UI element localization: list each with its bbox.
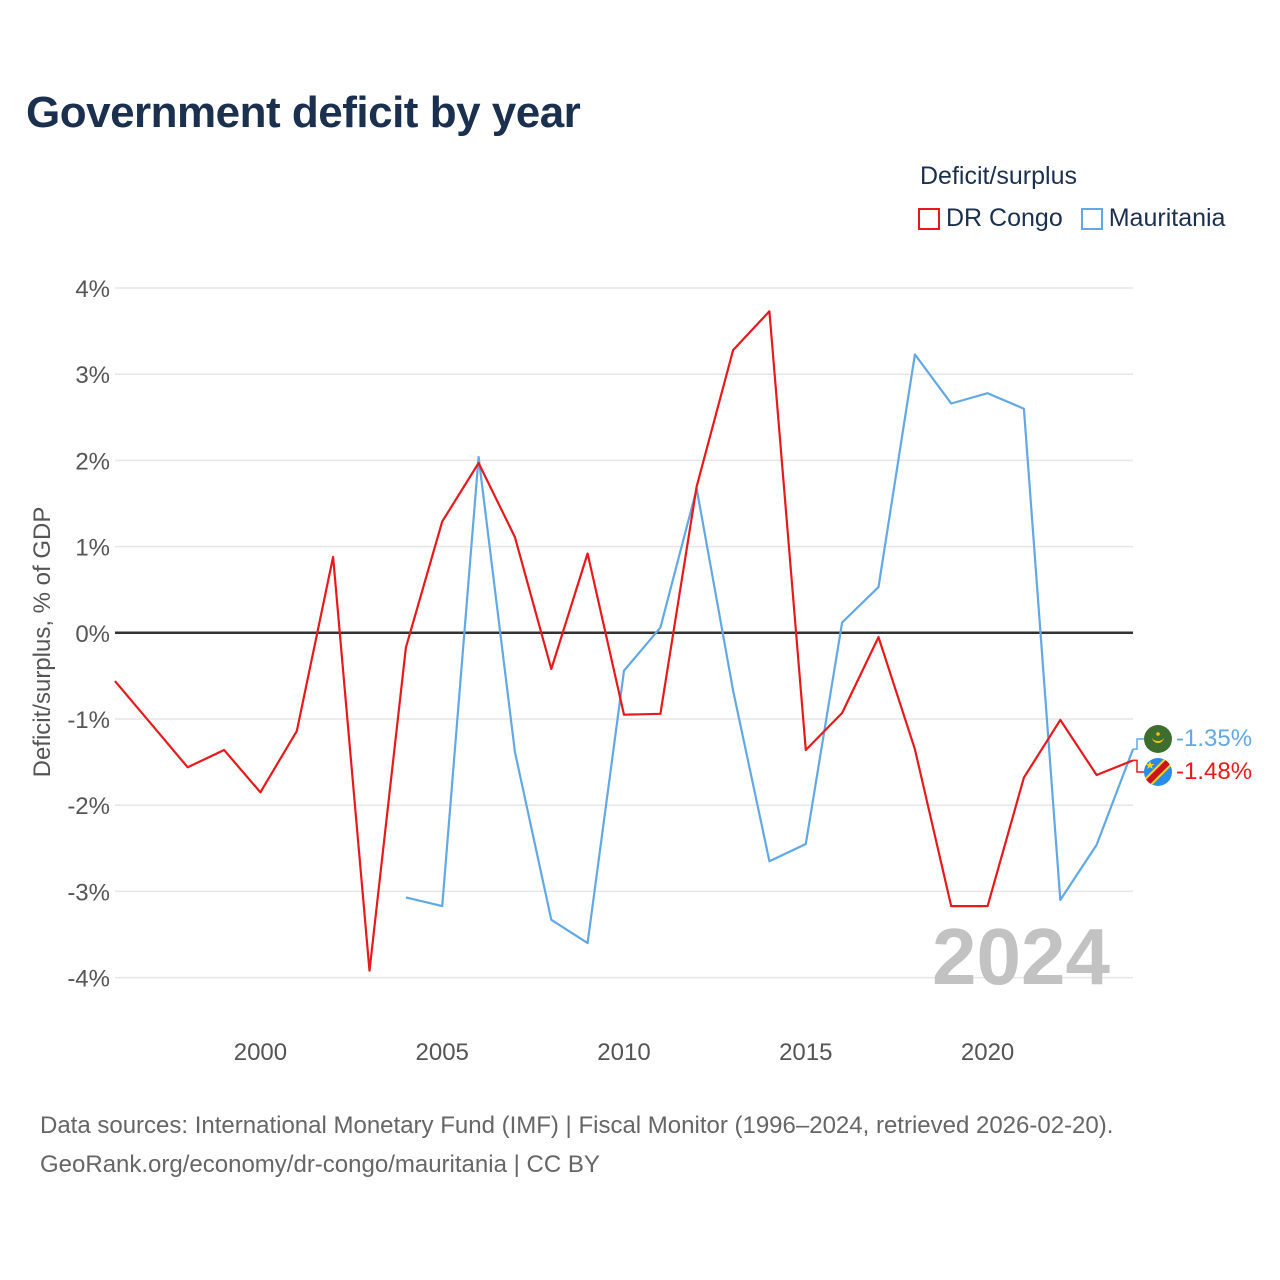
end-label-dr-congo: -1.48%	[1176, 758, 1252, 785]
y-tick-label: 3%	[75, 362, 110, 389]
y-axis-ticks: 4% 3% 2% 1% 0% -1% -2% -3% -4%	[67, 276, 110, 993]
leader-line-dr-congo	[1133, 759, 1144, 773]
y-tick-label: -4%	[67, 966, 110, 993]
line-chart: 4%3%2%1%0%-1%-2%-3%-4% 2000 2005 2010 2015 2…	[29, 276, 1252, 1066]
mauritania-flag-icon	[1144, 725, 1172, 753]
legend-title: Deficit/surplus	[920, 162, 1077, 190]
series-line-dr-congo[interactable]	[114, 310, 1134, 972]
x-axis-ticks: 2000 2005 2010 2015 2020	[234, 1039, 1015, 1066]
grid-lines	[115, 287, 1133, 979]
chart-title: Government deficit by year	[26, 88, 581, 137]
y-tick-label: 1%	[75, 535, 110, 562]
y-tick-label: 0%	[75, 621, 110, 648]
year-watermark: 2024	[932, 912, 1110, 1001]
source-line-2[interactable]: GeoRank.org/economy/dr-congo/mauritania …	[40, 1151, 600, 1178]
legend-item-dr-congo[interactable]: DR Congo	[918, 204, 1063, 233]
y-axis-label: Deficit/surplus, % of GDP	[29, 507, 56, 778]
dr-congo-flag-icon	[1144, 758, 1172, 786]
legend-swatch-mauritania	[1080, 207, 1103, 230]
series-line-mauritania[interactable]	[405, 353, 1135, 945]
y-tick-label: 4%	[75, 276, 110, 303]
legend-label-mauritania: Mauritania	[1108, 204, 1226, 232]
end-label-mauritania: -1.35%	[1176, 725, 1252, 752]
y-tick-label: 2%	[75, 448, 110, 475]
y-tick-label: -3%	[67, 879, 110, 906]
leader-line-mauritania	[1133, 738, 1144, 750]
x-tick-label: 2015	[779, 1039, 832, 1066]
x-tick-label: 2005	[416, 1039, 469, 1066]
series-lines	[114, 310, 1135, 972]
x-tick-label: 2010	[597, 1039, 650, 1066]
y-tick-label: -2%	[67, 793, 110, 820]
legend-swatch-dr-congo	[918, 207, 940, 230]
legend: DR Congo Mauritania	[918, 204, 1225, 233]
legend-label-dr-congo: DR Congo	[946, 204, 1063, 232]
legend-item-mauritania[interactable]: Mauritania	[1080, 204, 1226, 233]
end-labels: -1.35% -1.48%	[1133, 725, 1252, 786]
source-line-1: Data sources: International Monetary Fun…	[40, 1112, 1114, 1139]
x-tick-label: 2020	[961, 1039, 1014, 1066]
source-note: Data sources: International Monetary Fun…	[40, 1106, 1113, 1184]
x-tick-label: 2000	[234, 1039, 287, 1066]
y-tick-label: -1%	[67, 707, 110, 734]
